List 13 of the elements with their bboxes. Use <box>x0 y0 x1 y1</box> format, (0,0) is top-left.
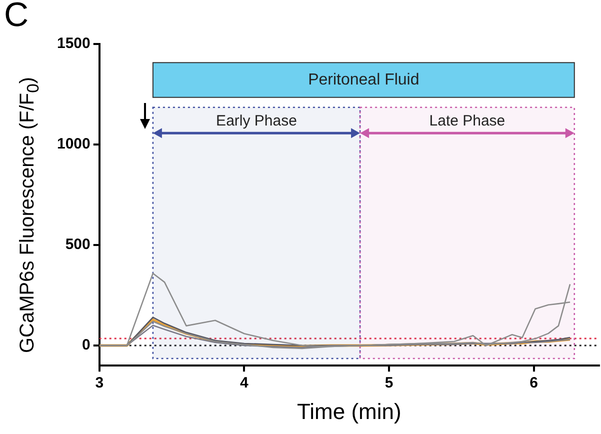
text: C <box>4 0 29 35</box>
band-label: Peritoneal Fluid <box>308 71 420 88</box>
x-tick-label: 3 <box>95 374 104 392</box>
x-tick-label: 4 <box>240 374 250 392</box>
y-tick-label: 1000 <box>56 136 90 153</box>
band-label: Late Phase <box>429 112 506 130</box>
y-tick-label: 0 <box>82 336 90 354</box>
y-tick-label: 1500 <box>56 35 90 52</box>
x-tick-label: 5 <box>384 374 394 392</box>
y-tick-label: 500 <box>65 236 90 254</box>
band-label: Early Phase <box>216 112 297 130</box>
x-axis-title: Time (min) <box>297 398 402 424</box>
x-tick-label: 6 <box>530 374 538 392</box>
